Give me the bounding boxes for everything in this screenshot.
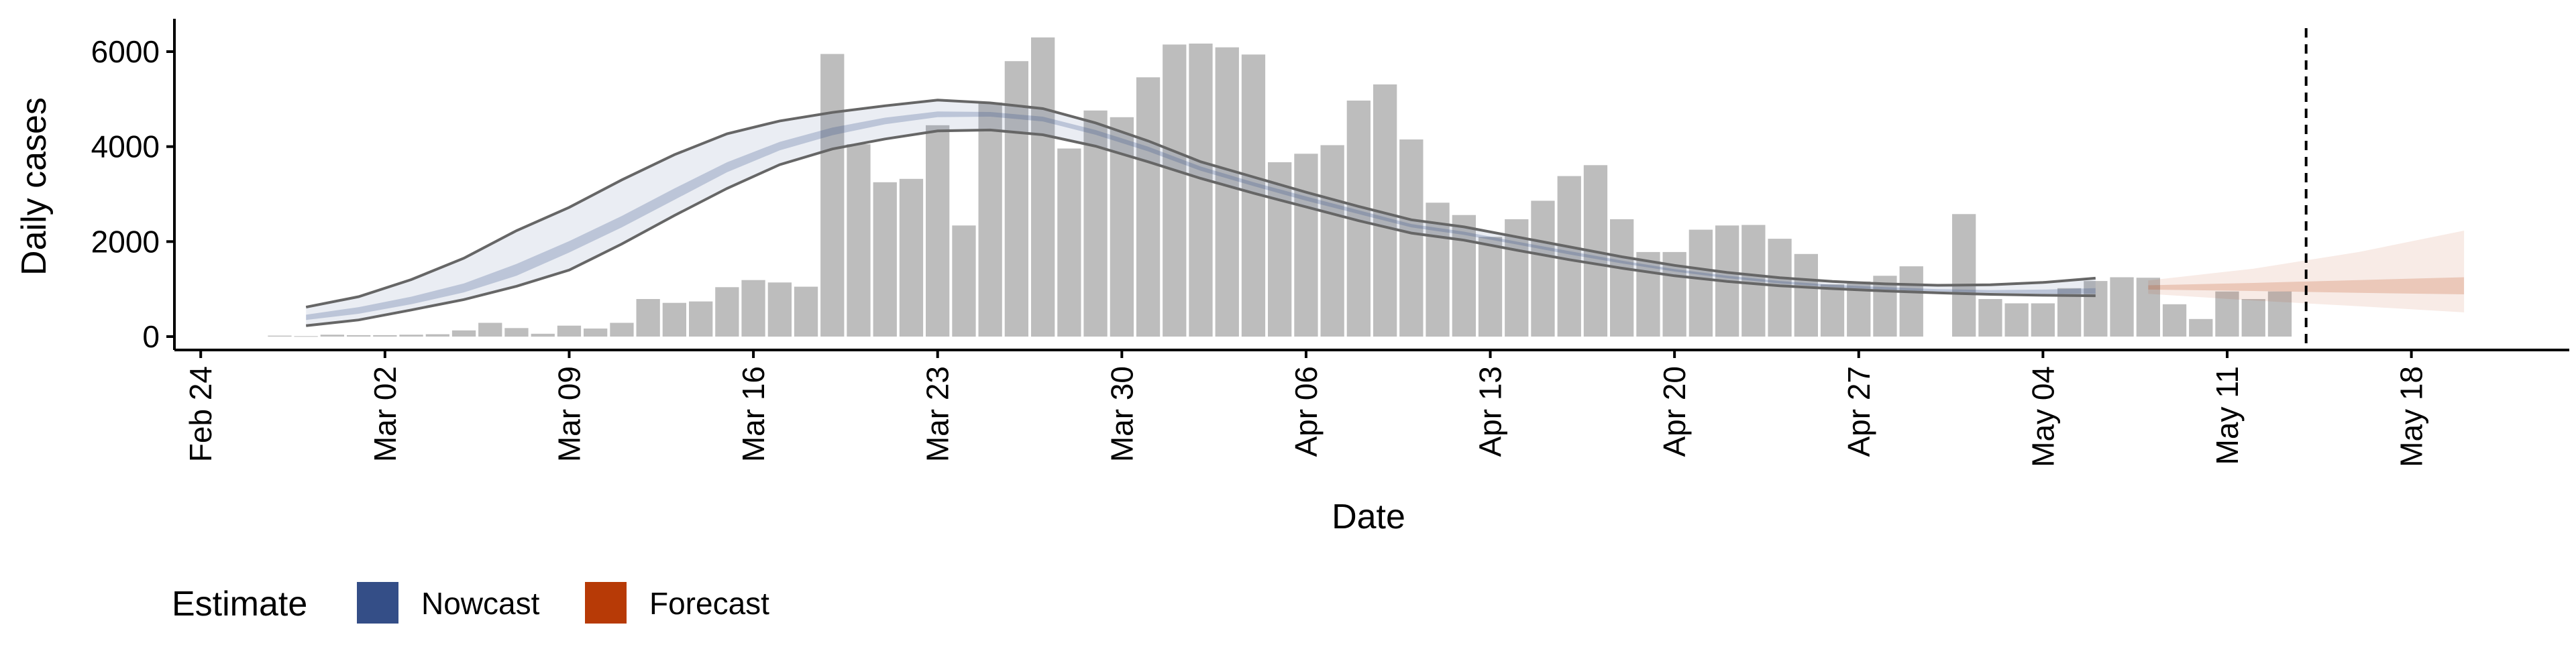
bar-reported-cases bbox=[1899, 266, 1923, 337]
x-tick-label: Mar 23 bbox=[920, 366, 955, 462]
y-tick-label: 6000 bbox=[91, 34, 160, 69]
nowcast-band-90 bbox=[306, 100, 2096, 326]
bar-reported-cases bbox=[2110, 277, 2134, 337]
bar-reported-cases bbox=[1952, 214, 1976, 337]
x-tick-label: Mar 02 bbox=[368, 366, 402, 462]
bar-reported-cases bbox=[1004, 61, 1028, 337]
legend-swatch-forecast bbox=[585, 582, 627, 624]
nowcast-upper-line bbox=[305, 99, 2096, 309]
bar-reported-cases bbox=[1057, 148, 1081, 337]
bar-reported-cases bbox=[1163, 44, 1187, 337]
bar-reported-cases bbox=[2136, 278, 2160, 337]
bar-reported-cases bbox=[1688, 229, 1713, 337]
bar-reported-cases bbox=[320, 335, 344, 337]
bar-reported-cases bbox=[873, 182, 897, 337]
bar-reported-cases bbox=[767, 282, 792, 337]
bar-reported-cases bbox=[847, 144, 871, 337]
bar-reported-cases bbox=[899, 178, 924, 337]
bar-reported-cases bbox=[1294, 154, 1318, 337]
bar-reported-cases bbox=[531, 333, 555, 337]
x-tick-label: Apr 20 bbox=[1657, 366, 1692, 457]
x-axis-title: Date bbox=[1332, 497, 1405, 536]
bar-reported-cases bbox=[1531, 200, 1555, 337]
bar-reported-cases bbox=[1320, 145, 1344, 337]
bar-reported-cases bbox=[399, 335, 423, 337]
bar-reported-cases bbox=[1189, 44, 1213, 337]
bar-reported-cases bbox=[1215, 47, 1239, 337]
bar-reported-cases bbox=[451, 330, 476, 337]
x-tick-label: Feb 24 bbox=[183, 366, 218, 462]
bar-reported-cases bbox=[347, 335, 371, 337]
y-tick-label: 4000 bbox=[91, 129, 160, 164]
bar-reported-cases bbox=[952, 225, 976, 337]
bar-reported-cases bbox=[1557, 176, 1581, 337]
nowcast-lower-line bbox=[305, 128, 2096, 327]
bar-reported-cases bbox=[268, 335, 292, 337]
bar-reported-cases bbox=[662, 302, 686, 337]
bar-reported-cases bbox=[478, 322, 502, 337]
bar-reported-cases bbox=[294, 336, 318, 337]
x-tick-label: May 18 bbox=[2394, 366, 2429, 467]
bar-reported-cases bbox=[584, 329, 608, 337]
axes bbox=[173, 19, 2569, 351]
bar-reported-cases bbox=[1794, 253, 1818, 337]
bar-reported-cases bbox=[2031, 303, 2055, 337]
bar-reported-cases bbox=[820, 54, 845, 337]
x-tick-label: May 04 bbox=[2025, 366, 2060, 467]
x-tick-label: May 11 bbox=[2210, 366, 2245, 465]
bar-reported-cases bbox=[636, 299, 660, 337]
legend-label-nowcast: Nowcast bbox=[421, 586, 540, 621]
bar-reported-cases bbox=[715, 287, 739, 337]
bar-reported-cases bbox=[1031, 37, 1055, 337]
bar-reported-cases bbox=[1268, 162, 1292, 337]
x-tick-label: Apr 06 bbox=[1289, 366, 1324, 457]
reported-cases-bars bbox=[268, 37, 2292, 337]
bar-reported-cases bbox=[1636, 251, 1660, 337]
bar-reported-cases bbox=[2215, 291, 2239, 337]
bar-reported-cases bbox=[2267, 291, 2292, 337]
bar-reported-cases bbox=[1610, 219, 1634, 337]
bar-reported-cases bbox=[689, 301, 713, 337]
x-tick-label: Apr 27 bbox=[1841, 366, 1876, 457]
legend: Estimate Nowcast Forecast bbox=[172, 582, 769, 624]
bar-reported-cases bbox=[1820, 284, 1845, 337]
bar-reported-cases bbox=[1478, 237, 1503, 337]
bar-reported-cases bbox=[373, 335, 397, 337]
legend-label-forecast: Forecast bbox=[649, 586, 769, 621]
bar-reported-cases bbox=[2084, 281, 2108, 337]
bar-reported-cases bbox=[1741, 225, 1766, 337]
bar-reported-cases bbox=[978, 102, 1002, 337]
bar-reported-cases bbox=[1978, 299, 2002, 337]
x-tick-label: Apr 13 bbox=[1473, 366, 1508, 457]
y-tick-label: 2000 bbox=[91, 224, 160, 259]
bar-reported-cases bbox=[2189, 318, 2213, 337]
bar-reported-cases bbox=[1399, 139, 1424, 337]
bar-reported-cases bbox=[1136, 77, 1161, 337]
bar-reported-cases bbox=[425, 334, 449, 337]
legend-title: Estimate bbox=[172, 585, 307, 624]
bar-reported-cases bbox=[1768, 239, 1792, 337]
bar-reported-cases bbox=[2241, 299, 2265, 337]
nowcast-bands bbox=[305, 99, 2096, 327]
bar-reported-cases bbox=[926, 125, 950, 337]
bar-reported-cases bbox=[1873, 276, 1897, 337]
bar-reported-cases bbox=[2162, 304, 2187, 337]
tick-labels: 0 2000 4000 6000 Feb 24 Mar 02 Mar 09 Mar 16 Mar… bbox=[91, 34, 2429, 467]
y-tick-label: 0 bbox=[142, 319, 160, 354]
legend-swatch-nowcast bbox=[357, 582, 398, 624]
bar-reported-cases bbox=[610, 322, 634, 337]
bar-reported-cases bbox=[557, 325, 582, 337]
bar-reported-cases bbox=[741, 280, 765, 337]
x-tick-label: Mar 30 bbox=[1104, 366, 1139, 462]
bar-reported-cases bbox=[1452, 215, 1476, 337]
bar-reported-cases bbox=[2004, 303, 2029, 337]
bar-reported-cases bbox=[794, 286, 818, 337]
y-axis-title: Daily cases bbox=[15, 97, 54, 276]
bar-reported-cases bbox=[504, 328, 529, 337]
x-tick-label: Mar 09 bbox=[551, 366, 586, 462]
x-tick-label: Mar 16 bbox=[736, 366, 771, 462]
